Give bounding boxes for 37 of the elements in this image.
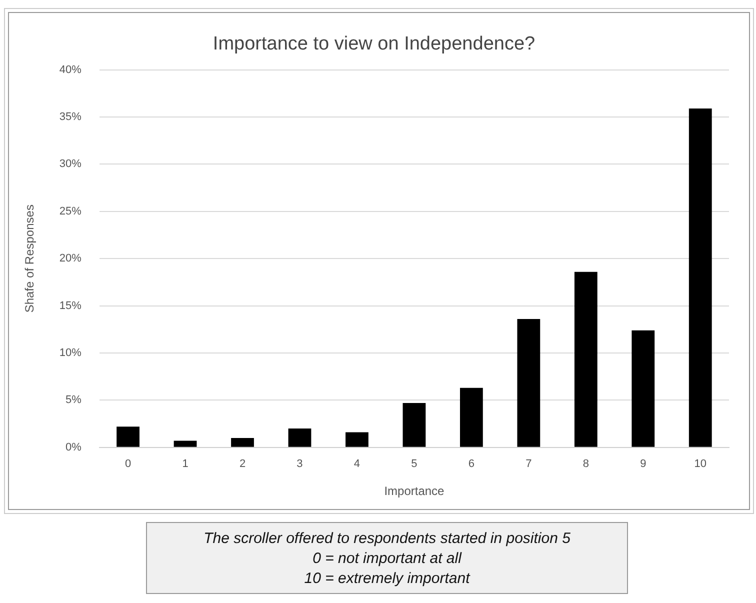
y-tick-label: 40% (59, 64, 82, 76)
bar (231, 438, 254, 447)
x-tick-label: 1 (182, 458, 188, 470)
bar (346, 432, 368, 447)
bar (574, 272, 598, 447)
x-tick-label: 2 (239, 458, 246, 470)
y-tick-label: 15% (59, 300, 82, 312)
x-tick-label: 10 (694, 458, 707, 470)
x-tick-label: 9 (640, 458, 646, 470)
y-tick-label: 10% (59, 347, 82, 360)
bar (402, 403, 426, 447)
bar (460, 388, 483, 447)
x-tick-label: 0 (124, 458, 132, 470)
x-axis-title: Importance (384, 484, 445, 498)
y-tick-label: 35% (59, 111, 82, 124)
y-tick-label: 20% (59, 252, 82, 265)
y-axis-title: Shafe of Responses (22, 204, 37, 313)
y-tick-label: 0% (66, 441, 82, 454)
text: 10 = extremely important (303, 569, 472, 589)
x-tick-label: 4 (354, 458, 360, 470)
text: 0 = not important at all (312, 549, 463, 569)
x-tick-label: 8 (582, 458, 589, 470)
bar (688, 108, 712, 447)
y-tick-label: 5% (66, 394, 82, 406)
x-tick-label: 5 (411, 458, 418, 470)
bar (174, 440, 197, 447)
bar (632, 330, 655, 447)
chart-title: Importance to view on Independence? (212, 34, 536, 55)
x-tick-label: 6 (468, 458, 475, 470)
bar (517, 319, 540, 447)
text: The scroller offered to respondents started in position 5 (202, 529, 572, 549)
y-tick-label: 25% (59, 205, 82, 218)
x-tick-label: 3 (296, 458, 303, 470)
y-tick-label: 30% (59, 158, 82, 170)
bar (288, 428, 312, 447)
bar (116, 426, 140, 447)
x-tick-label: 7 (526, 458, 532, 470)
